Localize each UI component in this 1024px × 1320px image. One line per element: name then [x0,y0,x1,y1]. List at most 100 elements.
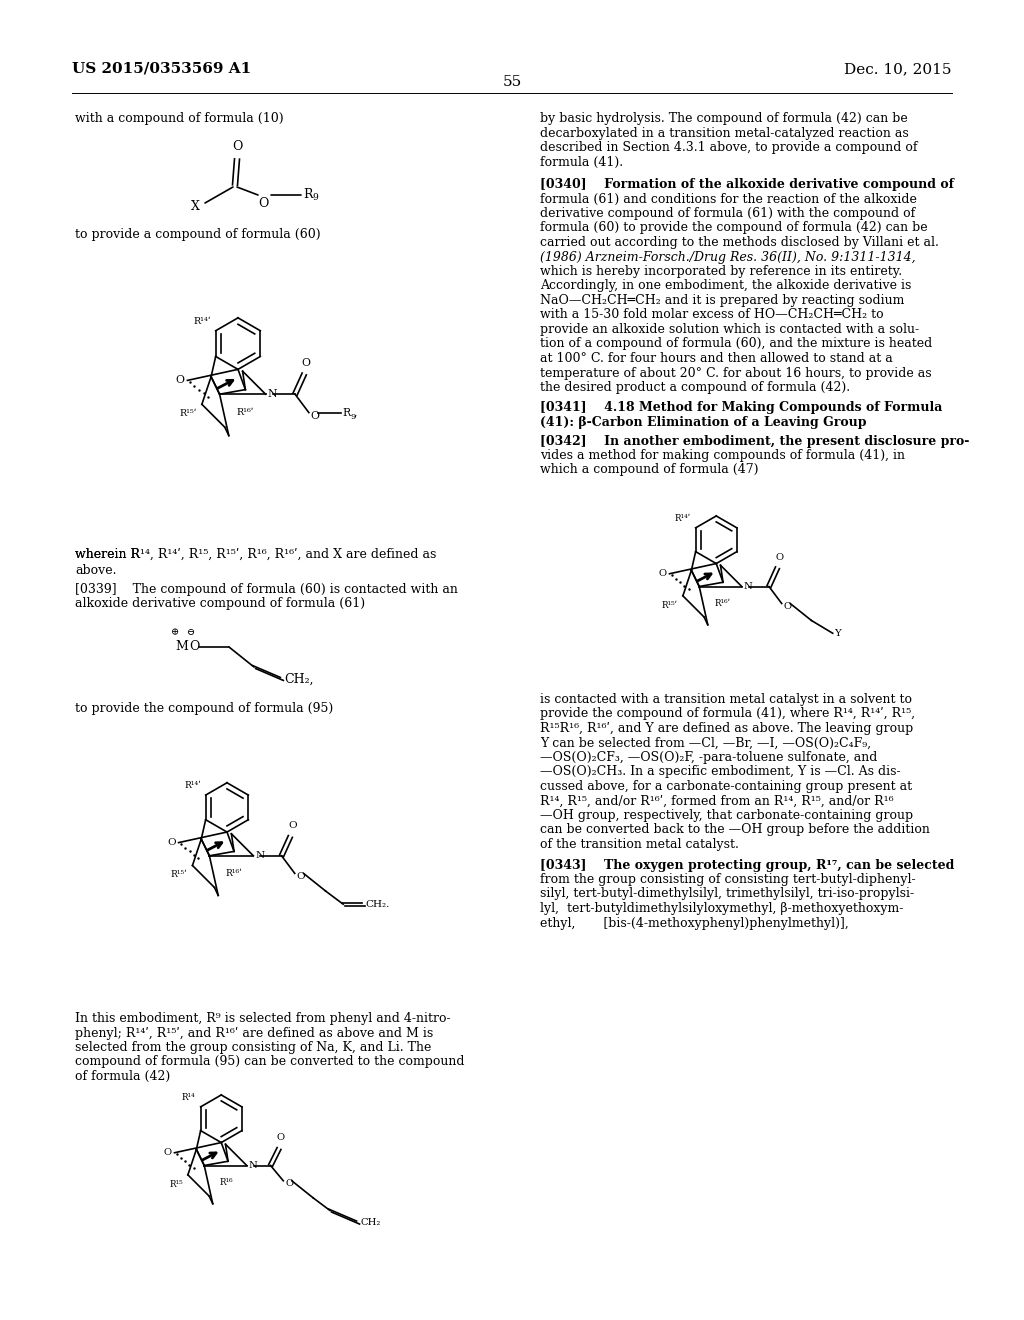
Text: above.: above. [75,564,117,577]
Text: ⊕: ⊕ [171,628,179,638]
Text: carried out according to the methods disclosed by Villani et al.: carried out according to the methods dis… [540,236,939,249]
Text: CH₂: CH₂ [360,1218,381,1228]
Text: —OS(O)₂CF₃, —OS(O)₂F, -para-toluene sulfonate, and: —OS(O)₂CF₃, —OS(O)₂F, -para-toluene sulf… [540,751,878,764]
Text: R¹⁴: R¹⁴ [182,1093,196,1102]
Text: ethyl,       [bis-(4-methoxyphenyl)phenylmethyl)],: ethyl, [bis-(4-methoxyphenyl)phenylmethy… [540,916,849,929]
Text: NaO—CH₂CH═CH₂ and it is prepared by reacting sodium: NaO—CH₂CH═CH₂ and it is prepared by reac… [540,294,904,308]
Text: —OH group, respectively, that carbonate-containing group: —OH group, respectively, that carbonate-… [540,809,913,822]
Text: which a compound of formula (47): which a compound of formula (47) [540,463,759,477]
Text: O: O [286,1179,294,1188]
Text: In this embodiment, R⁹ is selected from phenyl and 4-nitro-: In this embodiment, R⁹ is selected from … [75,1012,451,1026]
Text: provide an alkoxide solution which is contacted with a solu-: provide an alkoxide solution which is co… [540,323,920,337]
Text: R: R [343,408,351,417]
Text: to provide the compound of formula (95): to provide the compound of formula (95) [75,702,333,715]
Text: of formula (42): of formula (42) [75,1071,170,1082]
Text: R¹⁵ʹ: R¹⁵ʹ [171,870,187,879]
Text: Y: Y [835,628,841,638]
Text: O: O [175,375,184,385]
Text: is contacted with a transition metal catalyst in a solvent to: is contacted with a transition metal cat… [540,693,912,706]
Text: O: O [288,821,297,830]
Text: the desired product a compound of formula (42).: the desired product a compound of formul… [540,381,850,393]
Text: O: O [167,838,175,847]
Text: N: N [255,851,264,861]
Text: R¹⁶ʹ: R¹⁶ʹ [225,869,242,878]
Text: X: X [191,199,200,213]
Text: O: O [775,553,783,562]
Text: selected from the group consisting of Na, K, and Li. The: selected from the group consisting of Na… [75,1041,431,1053]
Text: R¹⁶ʹ: R¹⁶ʹ [715,599,731,609]
Text: temperature of about 20° C. for about 16 hours, to provide as: temperature of about 20° C. for about 16… [540,367,932,380]
Text: O: O [276,1134,285,1143]
Text: ⊖: ⊖ [187,628,195,638]
Text: R¹⁴, R¹⁵, and/or R¹⁶ʹ, formed from an R¹⁴, R¹⁵, and/or R¹⁶: R¹⁴, R¹⁵, and/or R¹⁶ʹ, formed from an R¹… [540,795,894,808]
Text: [0341]    4.18 Method for Making Compounds of Formula: [0341] 4.18 Method for Making Compounds … [540,401,942,414]
Text: N: N [249,1162,257,1170]
Text: R¹⁶: R¹⁶ [219,1179,233,1187]
Text: formula (41).: formula (41). [540,156,624,169]
Text: provide the compound of formula (41), where R¹⁴, R¹⁴ʹ, R¹⁵,: provide the compound of formula (41), wh… [540,708,915,721]
Text: 9: 9 [312,194,317,202]
Text: R¹⁴ʹ: R¹⁴ʹ [675,513,690,523]
Text: ,: , [354,408,357,417]
Text: —OS(O)₂CH₃. In a specific embodiment, Y is —Cl. As dis-: —OS(O)₂CH₃. In a specific embodiment, Y … [540,766,901,779]
Text: O: O [231,140,243,153]
Text: R¹⁵ʹ: R¹⁵ʹ [662,601,678,610]
Text: R¹⁶ʹ: R¹⁶ʹ [237,408,254,417]
Text: by basic hydrolysis. The compound of formula (42) can be: by basic hydrolysis. The compound of for… [540,112,907,125]
Text: O: O [311,411,319,421]
Text: vides a method for making compounds of formula (41), in: vides a method for making compounds of f… [540,449,905,462]
Text: US 2015/0353569 A1: US 2015/0353569 A1 [72,62,251,77]
Text: O: O [189,640,200,653]
Text: R¹⁴ʹ: R¹⁴ʹ [194,317,211,326]
Text: alkoxide derivative compound of formula (61): alkoxide derivative compound of formula … [75,598,366,610]
Text: at 100° C. for four hours and then allowed to stand at a: at 100° C. for four hours and then allow… [540,352,893,366]
Text: N: N [743,582,753,591]
Text: CH₂.: CH₂. [366,900,389,908]
Text: R¹⁵: R¹⁵ [169,1180,183,1189]
Text: lyl,  tert-butyldimethylsilyloxymethyl, β-methoxyethoxym-: lyl, tert-butyldimethylsilyloxymethyl, β… [540,902,903,915]
Text: O: O [297,873,305,880]
Text: formula (60) to provide the compound of formula (42) can be: formula (60) to provide the compound of … [540,222,928,235]
Text: O: O [658,569,667,578]
Text: R¹⁵R¹⁶, R¹⁶ʹ, and Y are defined as above. The leaving group: R¹⁵R¹⁶, R¹⁶ʹ, and Y are defined as above… [540,722,913,735]
Text: to provide a compound of formula (60): to provide a compound of formula (60) [75,228,321,242]
Text: O: O [164,1148,171,1158]
Text: O: O [783,602,792,611]
Text: from the group consisting of consisting tert-butyl-diphenyl-: from the group consisting of consisting … [540,873,915,886]
Text: (1986) Arzneim-Forsch./Drug Res. 36(II), No. 9:1311-1314,: (1986) Arzneim-Forsch./Drug Res. 36(II),… [540,251,915,264]
Text: Y can be selected from —Cl, —Br, —I, —OS(O)₂C₄F₉,: Y can be selected from —Cl, —Br, —I, —OS… [540,737,871,750]
Text: which is hereby incorporated by reference in its entirety.: which is hereby incorporated by referenc… [540,265,902,279]
Text: O: O [302,358,310,368]
Text: can be converted back to the —OH group before the addition: can be converted back to the —OH group b… [540,824,930,837]
Text: wherein R: wherein R [75,548,140,561]
Text: with a 15-30 fold molar excess of HO—CH₂CH═CH₂ to: with a 15-30 fold molar excess of HO—CH₂… [540,309,884,322]
Text: derivative compound of formula (61) with the compound of: derivative compound of formula (61) with… [540,207,915,220]
Text: with a compound of formula (10): with a compound of formula (10) [75,112,284,125]
Text: M: M [175,640,187,653]
Text: of the transition metal catalyst.: of the transition metal catalyst. [540,838,739,851]
Text: Dec. 10, 2015: Dec. 10, 2015 [845,62,952,77]
Text: N: N [267,389,278,399]
Text: 9: 9 [350,413,355,421]
Text: tion of a compound of formula (60), and the mixture is heated: tion of a compound of formula (60), and … [540,338,932,351]
Text: [0342]    In another embodiment, the present disclosure pro-: [0342] In another embodiment, the presen… [540,434,970,447]
Text: Accordingly, in one embodiment, the alkoxide derivative is: Accordingly, in one embodiment, the alko… [540,280,911,293]
Text: described in Section 4.3.1 above, to provide a compound of: described in Section 4.3.1 above, to pro… [540,141,918,154]
Text: 55: 55 [503,75,521,88]
Text: [0340]    Formation of the alkoxide derivative compound of: [0340] Formation of the alkoxide derivat… [540,178,954,191]
Text: cussed above, for a carbonate-containing group present at: cussed above, for a carbonate-containing… [540,780,912,793]
Text: [0343]    The oxygen protecting group, R¹⁷, can be selected: [0343] The oxygen protecting group, R¹⁷,… [540,858,954,871]
Text: R: R [303,189,312,202]
Text: compound of formula (95) can be converted to the compound: compound of formula (95) can be converte… [75,1056,465,1068]
Text: CH₂,: CH₂, [284,672,313,685]
Text: [0339]    The compound of formula (60) is contacted with an: [0339] The compound of formula (60) is c… [75,583,458,597]
Text: wherein R¹⁴, R¹⁴ʹ, R¹⁵, R¹⁵ʹ, R¹⁶, R¹⁶ʹ, and X are defined as: wherein R¹⁴, R¹⁴ʹ, R¹⁵, R¹⁵ʹ, R¹⁶, R¹⁶ʹ,… [75,548,436,561]
Text: R¹⁴ʹ: R¹⁴ʹ [184,781,201,791]
Text: (41): β-Carbon Elimination of a Leaving Group: (41): β-Carbon Elimination of a Leaving … [540,416,866,429]
Text: formula (61) and conditions for the reaction of the alkoxide: formula (61) and conditions for the reac… [540,193,916,206]
Text: phenyl; R¹⁴ʹ, R¹⁵ʹ, and R¹⁶ʹ are defined as above and M is: phenyl; R¹⁴ʹ, R¹⁵ʹ, and R¹⁶ʹ are defined… [75,1027,433,1040]
Text: silyl, tert-butyl-dimethylsilyl, trimethylsilyl, tri-iso-propylsi-: silyl, tert-butyl-dimethylsilyl, trimeth… [540,887,914,900]
Text: O: O [258,197,268,210]
Text: R¹⁵ʹ: R¹⁵ʹ [179,409,197,418]
Text: decarboxylated in a transition metal-catalyzed reaction as: decarboxylated in a transition metal-cat… [540,127,908,140]
